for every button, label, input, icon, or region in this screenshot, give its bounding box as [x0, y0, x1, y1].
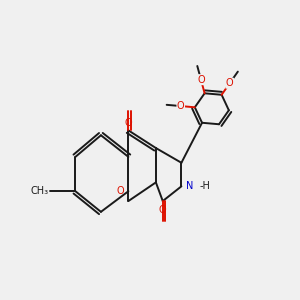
Text: O: O [124, 118, 132, 128]
Text: O: O [197, 75, 205, 85]
Text: O: O [226, 78, 233, 88]
Text: CH₃: CH₃ [30, 186, 48, 196]
Text: -H: -H [200, 181, 211, 191]
Text: O: O [177, 101, 184, 111]
Text: N: N [186, 181, 193, 191]
Text: O: O [116, 186, 124, 196]
Text: O: O [159, 205, 166, 215]
